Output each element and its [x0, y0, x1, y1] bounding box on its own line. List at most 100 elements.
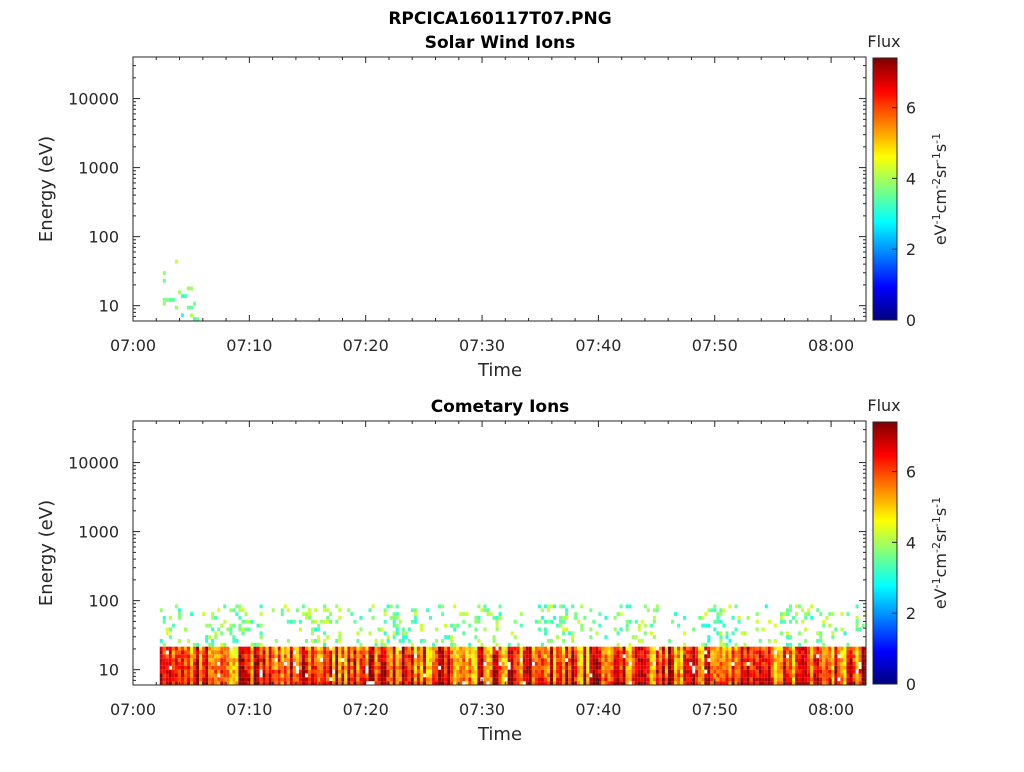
heatmap-cell	[779, 619, 783, 624]
heatmap-cell	[807, 669, 811, 674]
heatmap-cell	[504, 681, 508, 685]
heatmap-cell	[356, 646, 360, 651]
heatmap-cell	[162, 661, 166, 666]
heatmap-cell	[292, 654, 296, 659]
heatmap-cell	[244, 677, 248, 682]
heatmap-cell	[241, 608, 245, 613]
heatmap-cell	[428, 677, 433, 682]
heatmap-cell	[304, 665, 308, 670]
heatmap-cell	[625, 623, 629, 628]
heatmap-cell	[516, 665, 520, 670]
heatmap-cell	[580, 604, 584, 609]
heatmap-cell	[658, 669, 662, 674]
heatmap-cell	[177, 612, 181, 616]
heatmap-cell	[389, 654, 393, 659]
heatmap-cell	[174, 661, 178, 666]
heatmap-cell	[453, 673, 457, 678]
heatmap-cell	[855, 658, 859, 662]
heatmap-cell	[798, 650, 802, 655]
heatmap-cell	[465, 650, 469, 655]
heatmap-cell	[788, 635, 793, 639]
heatmap-cell	[604, 669, 608, 674]
panel-cometary-ions: Cometary Ions 07:00 07:10 07:20 07:30 07:40 0…	[36, 396, 950, 745]
heatmap-cell	[816, 677, 820, 682]
heatmap-cell	[625, 646, 629, 651]
heatmap-cell	[501, 677, 505, 682]
heatmap-cell	[289, 650, 293, 655]
heatmap-cell	[438, 661, 442, 666]
heatmap-cell	[658, 677, 662, 682]
heatmap-cell	[380, 654, 384, 659]
heatmap-cell	[217, 608, 221, 613]
heatmap-cell	[392, 654, 396, 659]
heatmap-cell	[543, 669, 547, 674]
heatmap-cell	[447, 658, 451, 662]
heatmap-cell	[356, 638, 360, 643]
heatmap-cell	[371, 658, 375, 662]
heatmap-cell	[604, 673, 608, 678]
heatmap-cell	[680, 673, 684, 678]
heatmap-cell	[577, 669, 581, 674]
heatmap-cell	[686, 681, 690, 685]
heatmap-cell	[634, 665, 638, 670]
heatmap-cell	[498, 650, 502, 655]
heatmap-cell	[785, 646, 789, 651]
heatmap-cell	[486, 669, 490, 674]
heatmap-cell	[722, 646, 726, 651]
heatmap-cell	[314, 654, 318, 659]
heatmap-cell	[640, 673, 644, 678]
heatmap-cell	[495, 642, 499, 647]
heatmap-cell	[323, 677, 327, 682]
heatmap-cell	[389, 661, 393, 666]
heatmap-cell	[716, 615, 720, 620]
heatmap-cell	[419, 673, 423, 678]
heatmap-cell	[474, 681, 478, 685]
heatmap-cell	[625, 627, 629, 632]
heatmap-cell	[392, 665, 396, 670]
heatmap-cell	[565, 608, 569, 613]
heatmap-cell	[226, 673, 230, 678]
heatmap-cell	[301, 646, 305, 651]
heatmap-cell	[776, 650, 780, 655]
heatmap-cell	[480, 608, 484, 613]
heatmap-cell	[619, 669, 623, 674]
colorbar-tick-label: 6	[906, 99, 916, 118]
heatmap-cell	[710, 661, 714, 666]
heatmap-cell	[193, 301, 197, 306]
heatmap-cell	[770, 681, 774, 685]
heatmap-cell	[677, 673, 681, 678]
heatmap-cell	[208, 623, 212, 628]
heatmap-cell	[307, 654, 312, 659]
heatmap-cell	[634, 619, 638, 624]
heatmap-cell	[401, 646, 405, 651]
heatmap-cell	[540, 673, 544, 678]
heatmap-cell	[819, 673, 823, 678]
heatmap-cell	[743, 673, 747, 678]
heatmap-cell	[474, 673, 478, 678]
heatmap-cell	[193, 681, 197, 685]
heatmap-cell	[229, 677, 233, 682]
heatmap-cell	[610, 677, 614, 682]
heatmap-cell	[202, 681, 206, 685]
heatmap-cell	[601, 658, 605, 662]
heatmap-cell	[341, 661, 345, 666]
heatmap-cell	[698, 673, 702, 678]
heatmap-cell	[326, 661, 330, 666]
heatmap-cell	[562, 669, 566, 674]
heatmap-cell	[798, 673, 802, 678]
heatmap-cell	[180, 313, 184, 318]
heatmap-cell	[410, 665, 414, 670]
heatmap-cell	[229, 631, 233, 636]
heatmap-cell	[477, 615, 481, 620]
heatmap-cell	[770, 677, 774, 682]
heatmap-cell	[825, 673, 829, 678]
heatmap-cell	[546, 673, 550, 678]
heatmap-cell	[480, 665, 484, 670]
heatmap-cell	[758, 661, 762, 666]
heatmap-cell	[543, 681, 547, 685]
heatmap-cell	[810, 646, 814, 651]
heatmap-cell	[792, 669, 796, 674]
heatmap-cell	[652, 681, 656, 685]
heatmap-cell	[416, 658, 420, 662]
